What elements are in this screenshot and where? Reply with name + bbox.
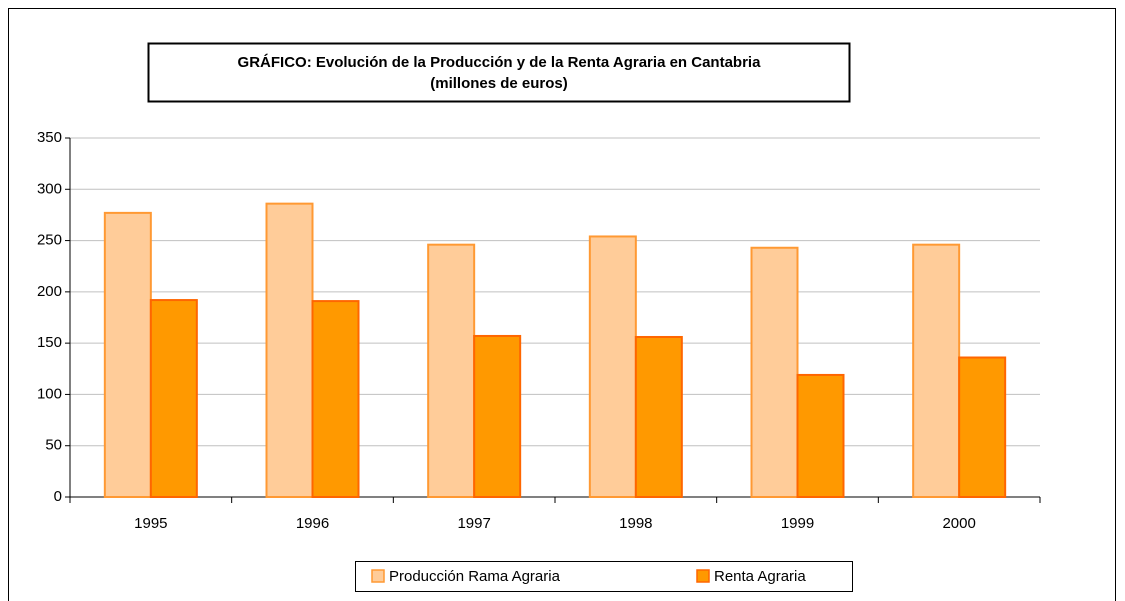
x-tick-label: 1997 <box>457 515 490 532</box>
bar <box>912 243 961 498</box>
bar <box>588 235 637 498</box>
x-tick-label: 1998 <box>619 515 652 532</box>
y-tick-label: 0 <box>54 488 62 505</box>
bar <box>634 335 683 499</box>
x-tick-label: 1996 <box>296 515 329 532</box>
legend-swatch <box>696 569 710 583</box>
legend-label: Producción Rama Agraria <box>389 568 561 585</box>
y-tick-label: 150 <box>37 334 62 351</box>
bar <box>796 373 845 498</box>
bar <box>311 300 360 498</box>
legend-box <box>355 561 853 592</box>
bar <box>149 299 198 499</box>
bar <box>958 356 1007 499</box>
bar <box>750 246 799 498</box>
y-tick-label: 100 <box>37 385 62 402</box>
y-tick-label: 50 <box>45 437 62 454</box>
bar <box>103 211 152 498</box>
bar <box>427 243 476 498</box>
chart-subtitle: (millones de euros) <box>430 75 568 92</box>
chart-title: GRÁFICO: Evolución de la Producción y de… <box>238 54 762 71</box>
legend-label: Renta Agraria <box>714 568 806 585</box>
x-tick-label: 1995 <box>134 515 167 532</box>
title-box <box>147 42 851 103</box>
y-tick-label: 300 <box>37 180 62 197</box>
bar <box>473 334 522 498</box>
y-tick-label: 200 <box>37 283 62 300</box>
bar <box>265 202 314 498</box>
y-tick-label: 250 <box>37 232 62 249</box>
y-tick-label: 350 <box>37 129 62 146</box>
legend-swatch <box>371 569 385 583</box>
x-tick-label: 2000 <box>942 515 975 532</box>
x-tick-label: 1999 <box>781 515 814 532</box>
